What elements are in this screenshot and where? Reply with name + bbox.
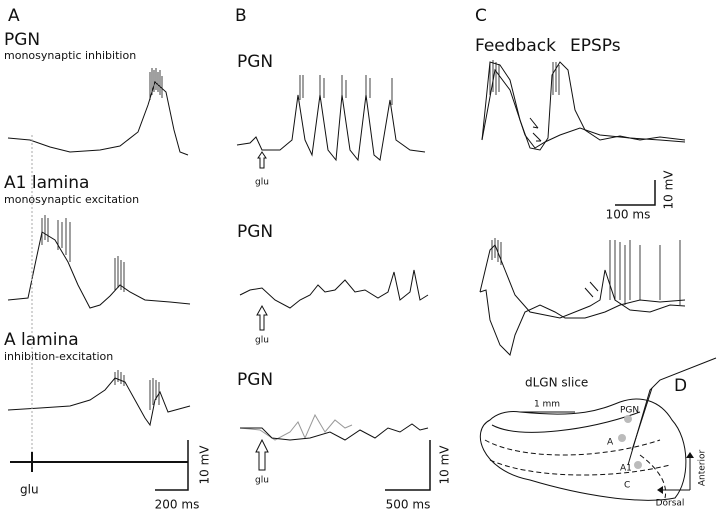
trace [481,68,686,149]
layer-line [639,454,667,499]
axis-label: Dorsal [656,499,685,509]
recording-site [634,461,642,469]
panel-title: EPSPs [570,36,621,56]
panel-label: A [8,6,20,26]
panel-label: B [235,6,247,26]
scale-label: 10 mV [438,445,452,485]
arrow [256,304,268,331]
trace [481,61,686,151]
trace-title: PGN [4,30,40,50]
stimulus-label: glu [20,483,39,497]
scale-label: 100 ms [606,208,651,222]
layer-line [484,439,671,476]
recording-site [618,434,626,442]
trace-subtitle: monosynaptic excitation [4,193,139,206]
trace [7,377,191,427]
electrode [631,387,653,451]
spikes [41,215,125,292]
region-label: A [607,438,614,448]
panel-b: PGN glu PGN glu PGN glu 10 mV 500 ms [236,52,452,512]
arrow [257,151,267,169]
trace-title: A lamina [4,330,79,350]
recording-site [624,415,632,423]
scale-label: 500 ms [386,498,431,512]
scale-label: 10 mV [198,445,212,485]
trace-subtitle: inhibition-excitation [4,350,113,363]
trace-title: PGN [237,52,273,72]
scale-label: 200 ms [155,498,200,512]
arrow-head [657,452,694,494]
panel-title: Feedback [475,36,556,56]
arrow [529,117,542,142]
trace [240,423,429,441]
spikes [489,60,560,95]
scale-bar [615,180,656,206]
trace [479,289,686,356]
trace-title: PGN [237,370,273,390]
trace [479,244,686,319]
axis-label: Anterior [698,450,708,487]
arrow [255,438,269,471]
region-label: A1 [620,464,632,474]
electrode [627,357,717,466]
region-label: PGN [620,406,639,416]
spikes [491,238,681,305]
spikes [114,370,160,410]
scale-bar [155,440,189,491]
stimulus-label: glu [255,336,269,346]
spikes [299,75,393,105]
panel-label: C [475,6,487,26]
panel-a: PGN monosynaptic inhibition A1 lamina mo… [4,30,212,512]
stimulus-label: glu [255,476,269,486]
panel-d: dLGN slice 1 mm PGN A A1 C Anterior Dors… [480,357,717,509]
arrow [584,281,599,298]
panel-label: D [674,376,687,396]
scale-label: 1 mm [534,400,560,410]
trace-subtitle: monosynaptic inhibition [4,49,136,62]
trace [239,269,429,309]
trace-title: A1 lamina [4,173,89,193]
layer-line [491,411,641,433]
trace [7,231,191,309]
scale-bar [385,440,431,491]
panel-c: Feedback EPSPs 10 mV 100 ms [475,36,686,356]
trace [236,94,426,162]
region-label: C [624,481,630,491]
scale-label: 10 mV [662,170,676,210]
spikes [149,68,163,100]
trace-title: PGN [237,222,273,242]
axis-arrow [660,455,691,491]
arrow-head [532,126,541,142]
slice-outline [480,398,687,501]
trace [7,81,189,156]
stimulus-label: glu [255,178,269,188]
panel-title: dLGN slice [525,376,588,390]
